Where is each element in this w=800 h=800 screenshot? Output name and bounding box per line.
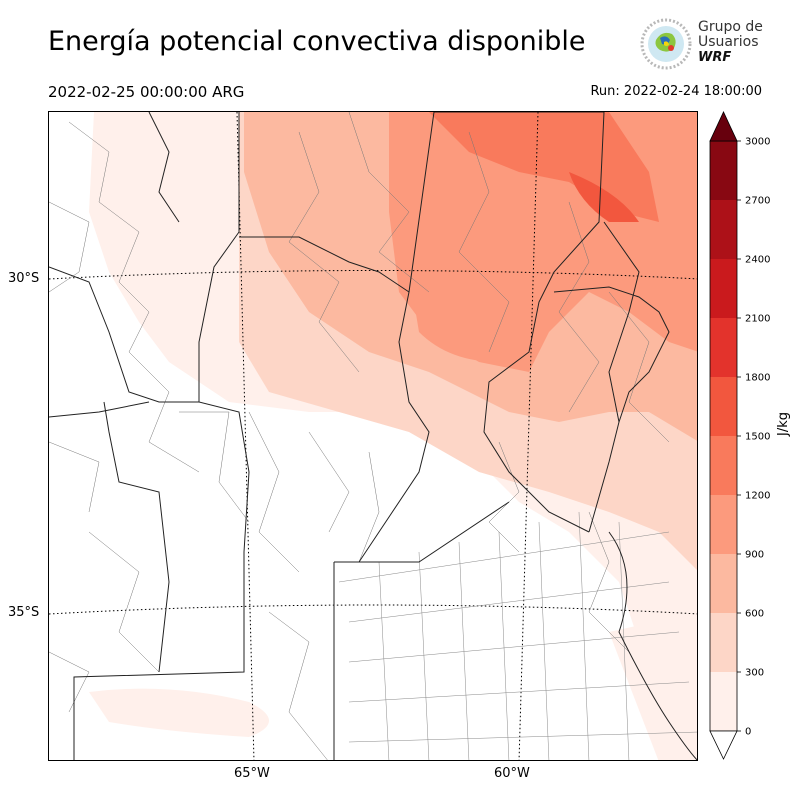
buenos-aires-partidos xyxy=(338,511,697,760)
colorbar-tick-label: 1200 xyxy=(745,491,770,502)
cape-map xyxy=(48,111,698,761)
colorbar-tick-label: 600 xyxy=(745,609,764,620)
colorbar-band xyxy=(710,259,737,318)
colorbar-tick-label: 900 xyxy=(745,550,764,561)
colorbar: 0 300 600 900 1200 1500 1800 2100 2400 2700 3000 xyxy=(709,111,770,760)
colorbar-tick-label: 300 xyxy=(745,668,764,679)
colorbar-tick-label: 3000 xyxy=(745,137,770,148)
colorbar-tick-label: 2100 xyxy=(745,314,770,325)
colorbar-band xyxy=(710,318,737,377)
logo-line-2: Usuarios xyxy=(698,34,759,50)
colorbar-tick-label: 2400 xyxy=(745,255,770,266)
lon-label-65w: 65°W xyxy=(234,766,270,781)
lon-label-60w: 60°W xyxy=(494,766,530,781)
colorbar-band xyxy=(710,200,737,259)
colorbar-band xyxy=(710,141,737,200)
map-title: Energía potencial convectiva disponible xyxy=(48,26,586,57)
map-canvas xyxy=(49,112,697,760)
colorbar-band xyxy=(710,495,737,554)
department-boundaries xyxy=(49,112,670,760)
colorbar-band xyxy=(710,377,737,436)
cape-fill-layer xyxy=(89,112,697,760)
run-time: Run: 2022-02-24 18:00:00 xyxy=(590,84,762,99)
valid-time: 2022-02-25 00:00:00 ARG xyxy=(48,83,245,101)
colorbar-tick-label: 1500 xyxy=(745,432,770,443)
colorbar-tick-label: 2700 xyxy=(745,196,770,207)
colorbar-band xyxy=(710,672,737,731)
colorbar-over-triangle xyxy=(709,111,738,142)
wrf-logo: Grupo de Usuarios WRF xyxy=(638,18,768,70)
colorbar-tick-label: 0 xyxy=(745,727,751,738)
logo-line-1: Grupo de xyxy=(698,19,763,35)
colorbar-tick-label: 1800 xyxy=(745,373,770,384)
globe-icon xyxy=(640,18,692,70)
lat-label-30s: 30°S xyxy=(8,271,40,286)
colorbar-bands xyxy=(709,140,738,732)
colorbar-under-triangle xyxy=(709,730,738,760)
colorbar-band xyxy=(710,436,737,495)
colorbar-ticks: 0 300 600 900 1200 1500 1800 2100 2400 2700 3000 xyxy=(737,137,770,738)
lat-label-35s: 35°S xyxy=(8,605,40,620)
colorbar-band xyxy=(710,613,737,672)
province-boundaries xyxy=(49,112,697,760)
colorbar-unit: J/kg xyxy=(776,412,791,436)
logo-line-3: WRF xyxy=(698,50,732,65)
colorbar-band xyxy=(710,554,737,613)
